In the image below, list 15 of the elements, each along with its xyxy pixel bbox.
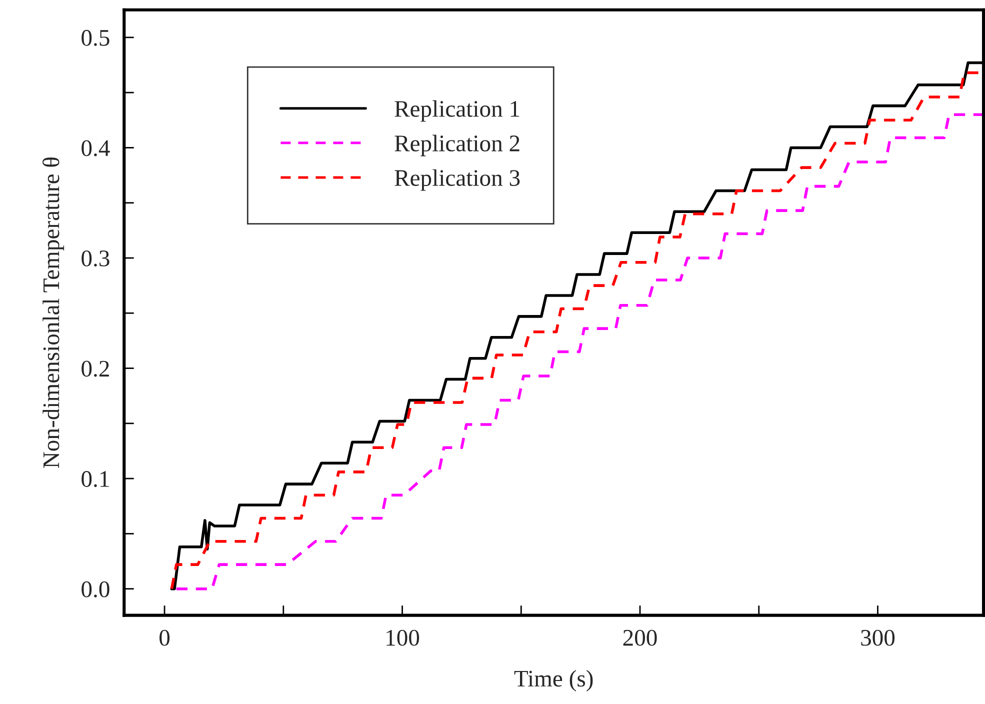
x-tick-label: 100 — [386, 630, 420, 646]
x-tick-label: 300 — [861, 630, 895, 646]
y-tick-label: 0.5 — [82, 30, 110, 46]
x-axis-title: Time (s) — [514, 670, 593, 692]
y-tick-label: 0.3 — [82, 250, 110, 267]
y-tick-label: 0.1 — [82, 471, 109, 488]
legend-label: Replication 1 — [394, 100, 520, 122]
y-tick-label: 0.2 — [82, 360, 109, 377]
y-axis-title: Non-dimensionlal Temperature θ — [42, 158, 64, 468]
legend-label: Replication 2 — [394, 134, 520, 156]
x-tick-label: 200 — [623, 630, 657, 646]
y-tick-label: 0.0 — [82, 581, 110, 598]
x-tick-label: 0 — [160, 630, 170, 646]
legend-label: Replication 3 — [394, 169, 520, 191]
y-tick-label: 0.4 — [82, 140, 110, 156]
